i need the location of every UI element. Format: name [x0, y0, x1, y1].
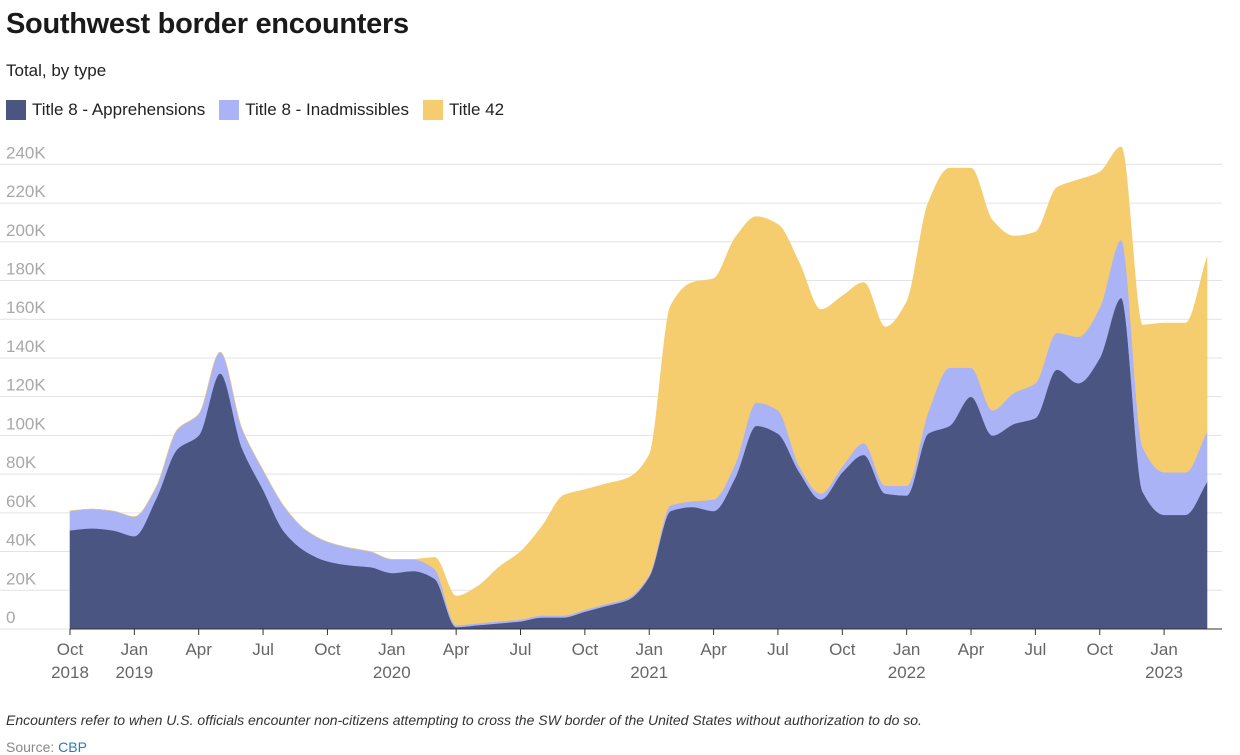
x-tick-label: Apr	[443, 640, 470, 659]
x-tick-year: 2023	[1145, 663, 1183, 682]
y-tick-label: 200K	[6, 221, 46, 240]
y-axis: 0 20K 40K 60K 80K 100K 120K 140K 160K 180K 200K 220…	[6, 143, 46, 627]
legend-swatch-inadmissibles	[219, 100, 240, 120]
x-axis: Oct 2018 Jan 2019 Apr Jul Oct Jan 2020 Apr Jul Oct J…	[51, 628, 1222, 682]
x-tick-label: Jul	[510, 640, 532, 659]
legend-label-apprehensions: Title 8 - Apprehensions	[32, 100, 206, 119]
y-tick-label: 240K	[6, 143, 46, 162]
area-title42[interactable]	[69, 146, 1208, 626]
y-tick-label: 40K	[6, 531, 37, 550]
x-tick-label: Apr	[958, 640, 985, 659]
y-tick-label: 140K	[6, 337, 46, 356]
x-tick-year: 2018	[51, 663, 89, 682]
x-tick-label: Jan	[893, 640, 920, 659]
x-tick-label: Jul	[767, 640, 789, 659]
x-tick-label: Jul	[252, 640, 274, 659]
y-tick-label: 220K	[6, 182, 46, 201]
legend: Title 8 - Apprehensions Title 8 - Inadmi…	[6, 100, 518, 120]
x-tick-year: 2020	[373, 663, 411, 682]
x-tick-label: Jan	[1150, 640, 1177, 659]
x-tick-label: Jan	[121, 640, 148, 659]
legend-label-title42: Title 42	[449, 100, 505, 119]
chart-subtitle: Total, by type	[6, 61, 107, 80]
y-tick-label: 100K	[6, 414, 46, 433]
y-tick-label: 80K	[6, 453, 37, 472]
x-tick-label: Oct	[314, 640, 341, 659]
legend-label-inadmissibles: Title 8 - Inadmissibles	[245, 100, 410, 119]
y-tick-label: 180K	[6, 260, 46, 279]
x-tick-label: Jan	[378, 640, 405, 659]
x-tick-year: 2022	[888, 663, 926, 682]
x-tick-label: Jan	[636, 640, 663, 659]
x-tick-year: 2021	[630, 663, 668, 682]
legend-item-title42[interactable]: Title 42	[423, 100, 504, 120]
y-tick-label: 20K	[6, 569, 37, 588]
x-tick-label: Oct	[57, 640, 84, 659]
stacked-areas	[69, 146, 1208, 630]
x-tick-label: Oct	[1087, 640, 1114, 659]
source-link[interactable]: CBP	[58, 739, 87, 755]
y-tick-label: 160K	[6, 298, 46, 317]
footnote: Encounters refer to when U.S. officials …	[6, 712, 922, 728]
y-tick-label: 120K	[6, 376, 46, 395]
y-tick-label: 0	[6, 608, 15, 627]
legend-swatch-apprehensions	[6, 100, 26, 120]
x-tick-label: Jul	[1025, 640, 1047, 659]
x-tick-label: Apr	[185, 640, 212, 659]
legend-item-apprehensions[interactable]: Title 8 - Apprehensions	[6, 100, 205, 120]
source-line: Source: CBP	[6, 739, 87, 755]
source-label: Source:	[6, 739, 55, 755]
x-tick-label: Apr	[700, 640, 727, 659]
x-tick-label: Oct	[572, 640, 599, 659]
legend-swatch-title42	[423, 100, 444, 120]
chart-title: Southwest border encounters	[6, 8, 409, 40]
y-tick-label: 60K	[6, 492, 37, 511]
x-tick-year: 2019	[115, 663, 153, 682]
area-chart: 0 20K 40K 60K 80K 100K 120K 140K 160K 180K 200K 220…	[0, 143, 1222, 682]
x-tick-label: Oct	[829, 640, 856, 659]
legend-item-inadmissibles[interactable]: Title 8 - Inadmissibles	[219, 100, 409, 120]
